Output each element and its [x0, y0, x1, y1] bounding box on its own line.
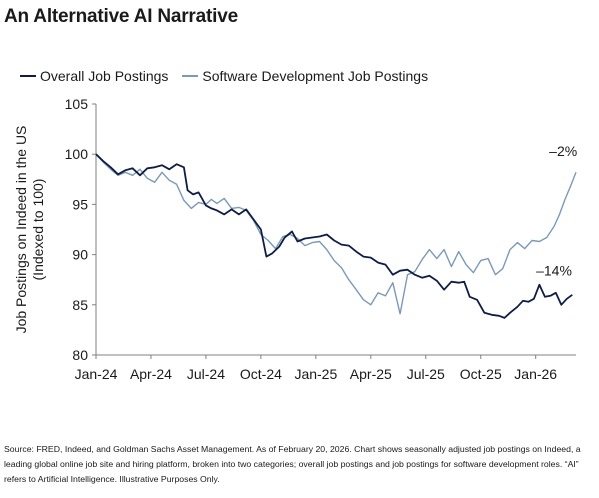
- y-tick-label: 90: [72, 247, 88, 263]
- source-note: Source: FRED, Indeed, and Goldman Sachs …: [4, 444, 581, 484]
- legend-swatch-overall: [20, 75, 36, 77]
- x-tick-label: Oct-24: [240, 366, 282, 382]
- data-annotation: –14%: [536, 263, 572, 279]
- y-tick-label: 95: [72, 196, 88, 212]
- series-line-overall: [95, 153, 573, 319]
- legend-item-software: Software Development Job Postings: [182, 68, 428, 84]
- y-axis-title-line: (Indexed to 100): [30, 179, 46, 281]
- legend-label-software: Software Development Job Postings: [202, 68, 429, 84]
- legend-label-overall: Overall Job Postings: [40, 68, 169, 84]
- y-tick-label: 80: [72, 347, 88, 363]
- series-line-software: [95, 153, 577, 315]
- x-tick-label: Jan-25: [294, 366, 337, 382]
- legend-swatch-software: [182, 75, 199, 77]
- x-tick-label: Apr-25: [350, 366, 392, 382]
- x-tick-label: Apr-24: [130, 366, 172, 382]
- x-tick-label: Oct-25: [460, 366, 502, 382]
- y-tick-label: 100: [65, 146, 89, 162]
- y-tick-label: 105: [65, 96, 89, 112]
- legend-item-overall: Overall Job Postings: [20, 68, 168, 84]
- x-tick-label: Jan-26: [514, 366, 557, 382]
- x-tick-label: Jan-24: [75, 366, 118, 382]
- y-tick-label: 85: [72, 297, 88, 313]
- y-axis-title-line: Job Postings on Indeed in the US: [13, 126, 29, 334]
- chart-title: An Alternative AI Narrative: [4, 6, 238, 27]
- x-tick-label: Jul-24: [187, 366, 225, 382]
- chart-legend: Overall Job Postings Software Developmen…: [20, 68, 442, 84]
- data-annotation: –2%: [549, 143, 577, 159]
- line-chart: 80 85 90 95 100 105 Jan-24 Apr-24 Jul-24 Oct-24 Ja…: [13, 96, 577, 382]
- x-tick-label: Jul-25: [407, 366, 445, 382]
